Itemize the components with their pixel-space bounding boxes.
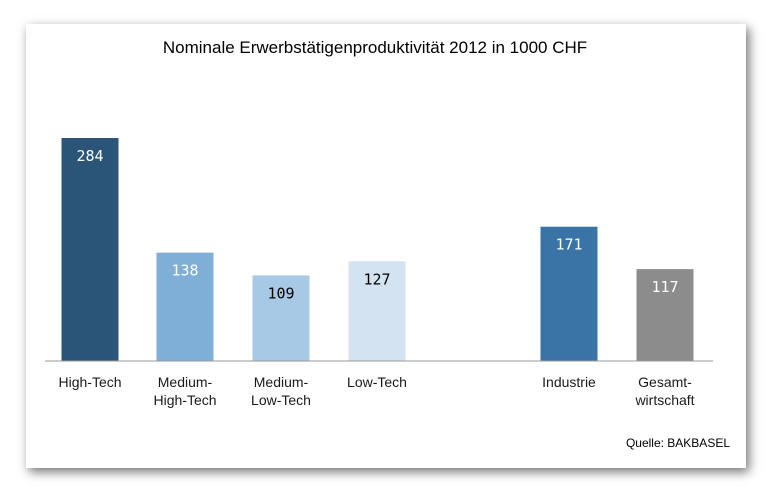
bar-value-label-0: 284 [76, 147, 103, 165]
category-label-3-line-0: Low-Tech [347, 374, 407, 390]
category-label-2-line-0: Medium- [254, 374, 309, 390]
bar-value-label-2: 109 [267, 284, 294, 302]
category-label-5-line-1: wirtschaft [634, 392, 694, 408]
bar-value-label-5: 117 [651, 278, 678, 296]
category-labels-group: High-Tech Medium- High-Tech Medium- Low-Tech… [58, 374, 694, 408]
chart-card [26, 24, 746, 468]
bar-value-label-3: 127 [363, 270, 390, 288]
bar-3 [348, 261, 406, 361]
category-label-4-line-0: Industrie [542, 374, 596, 390]
category-label-1-line-1: High-Tech [153, 392, 216, 408]
chart-title: Nominale Erwerbstätigenproduktivität 201… [163, 38, 587, 57]
category-label-5-line-0: Gesamt- [638, 374, 692, 390]
bar-0 [61, 138, 119, 361]
bars-group: 284 138 109 127 171 117 [61, 138, 694, 361]
category-label-2-line-1: Low-Tech [251, 392, 311, 408]
bar-2 [252, 275, 310, 361]
bar-1 [156, 252, 214, 361]
category-label-0-line-0: High-Tech [58, 374, 121, 390]
bar-value-label-1: 138 [171, 262, 198, 280]
category-label-1-line-0: Medium- [158, 374, 213, 390]
bar-5 [636, 269, 694, 361]
bar-value-label-4: 171 [555, 236, 582, 254]
bar-4 [540, 226, 598, 361]
source-note: Quelle: BAKBASEL [626, 436, 730, 450]
